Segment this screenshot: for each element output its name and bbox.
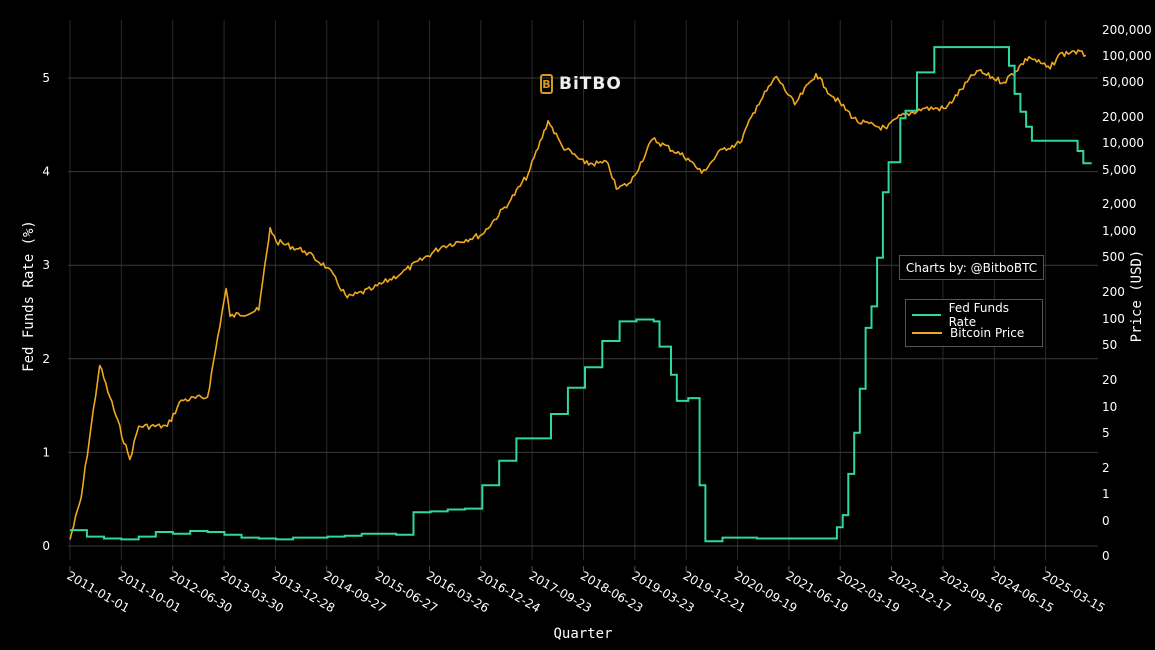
y2-tick-label: 20 [1102,373,1117,387]
y2-tick-label: 200 [1102,285,1125,299]
y2-tick-label: 10,000 [1102,136,1144,150]
legend-swatch-icon [912,314,941,316]
y-tick-label: 3 [42,258,50,272]
left-axis-ticks: 0 1 2 3 4 5 [42,71,50,553]
credit-text: Charts by: @BitboBTC [905,260,1038,275]
y2-tick-label: 10 [1102,400,1117,414]
legend: Fed Funds Rate Bitcoin Price [905,299,1043,347]
x-axis-title: Quarter [553,626,612,642]
brand-name: BiTBO [559,74,622,94]
y2-tick-label: 50,000 [1102,75,1144,89]
legend-swatch-icon [912,332,942,334]
brand-logo: B BiTBO [540,74,622,94]
fed-funds-rate-line [70,46,1092,543]
y2-tick-label: 5,000 [1102,163,1136,177]
y2-tick-label: 5 [1102,426,1110,440]
x-axis-ticks: 2011-01-012011-10-012012-06-302013-03-30… [65,566,1108,615]
y2-tick-label: 1,000 [1102,224,1136,238]
y2-tick-label: 500 [1102,250,1125,264]
bitbo-logo-icon: B [540,74,553,94]
y-tick-label: 1 [42,445,50,459]
bitcoin-price-line [69,49,1087,540]
legend-label: Bitcoin Price [950,326,1025,340]
y2-tick-label: 2,000 [1102,197,1136,211]
y-tick-label: 4 [42,165,50,179]
y2-tick-label: 0 [1102,549,1110,563]
y2-tick-label: 100,000 [1102,49,1152,63]
y-tick-label: 0 [42,539,50,553]
y-axis-title: Fed Funds Rate (%) [21,220,37,372]
legend-label: Fed Funds Rate [948,301,1009,329]
y2-tick-label: 0 [1102,514,1110,528]
y2-tick-label: 2 [1102,461,1110,475]
y2-tick-label: 200,000 [1102,23,1152,37]
y2-tick-label: 1 [1102,487,1110,501]
y2-tick-label: 50 [1102,338,1117,352]
y-tick-label: 2 [42,352,50,366]
legend-item-fed-funds-rate[interactable]: Fed Funds Rate [912,301,1036,329]
gridlines [68,20,1098,560]
right-axis-ticks: 200,000 100,000 50,000 20,000 10,000 5,000 2,0… [1102,23,1152,563]
y2-axis-title: Price (USD) [1129,250,1145,343]
legend-item-bitcoin-price[interactable]: Bitcoin Price [912,324,1036,342]
y-tick-label: 5 [42,71,50,85]
y2-tick-label: 20,000 [1102,110,1144,124]
credit-annotation: Charts by: @BitboBTC [899,255,1044,280]
y2-tick-label: 100 [1102,312,1125,326]
